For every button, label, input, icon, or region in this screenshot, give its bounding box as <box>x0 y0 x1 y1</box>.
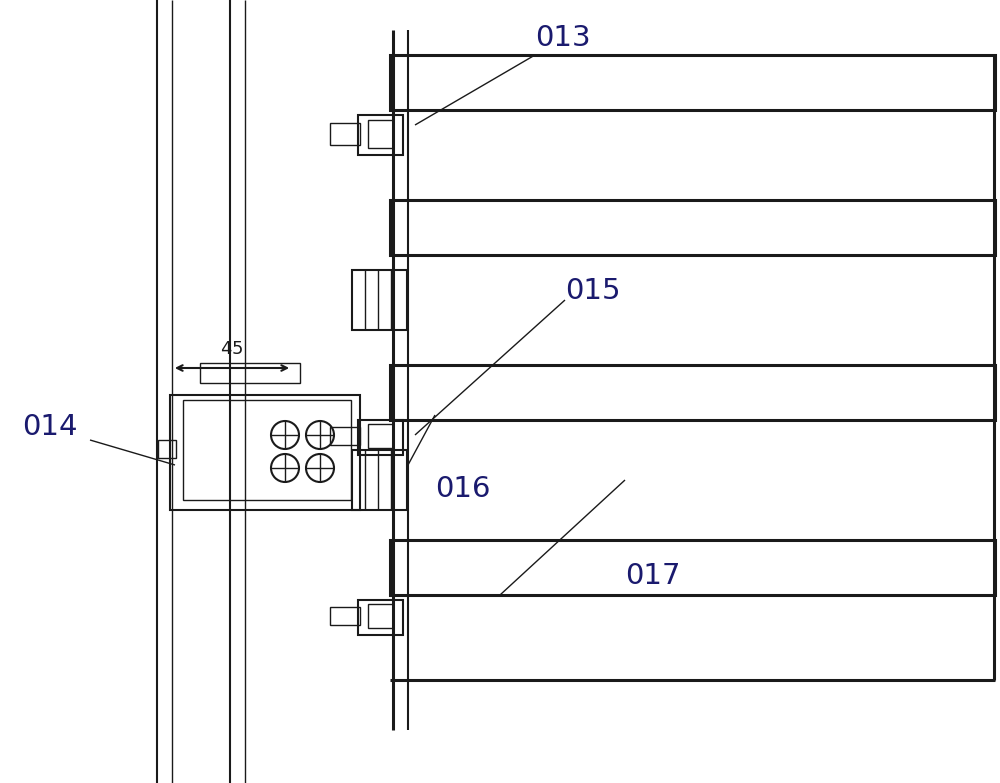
Bar <box>170 395 360 510</box>
Text: 014: 014 <box>22 413 78 441</box>
Bar <box>358 420 403 455</box>
Bar <box>352 450 407 510</box>
Bar <box>368 120 393 148</box>
Text: $\it{45}$: $\it{45}$ <box>220 340 244 358</box>
Bar <box>358 600 403 635</box>
Text: 017: 017 <box>625 561 680 590</box>
Bar <box>200 363 300 383</box>
Bar <box>368 604 393 628</box>
Bar <box>330 607 360 625</box>
Bar <box>390 55 995 110</box>
Bar <box>158 440 176 458</box>
Bar <box>390 365 995 420</box>
Bar <box>390 200 995 255</box>
Bar <box>368 424 393 448</box>
Bar <box>390 540 995 595</box>
Text: 013: 013 <box>535 23 591 52</box>
Bar <box>183 400 351 500</box>
Bar <box>330 123 360 145</box>
Text: 015: 015 <box>565 277 620 305</box>
Bar <box>352 270 407 330</box>
Text: 016: 016 <box>435 475 490 503</box>
Bar <box>358 115 403 155</box>
Bar <box>330 427 360 445</box>
